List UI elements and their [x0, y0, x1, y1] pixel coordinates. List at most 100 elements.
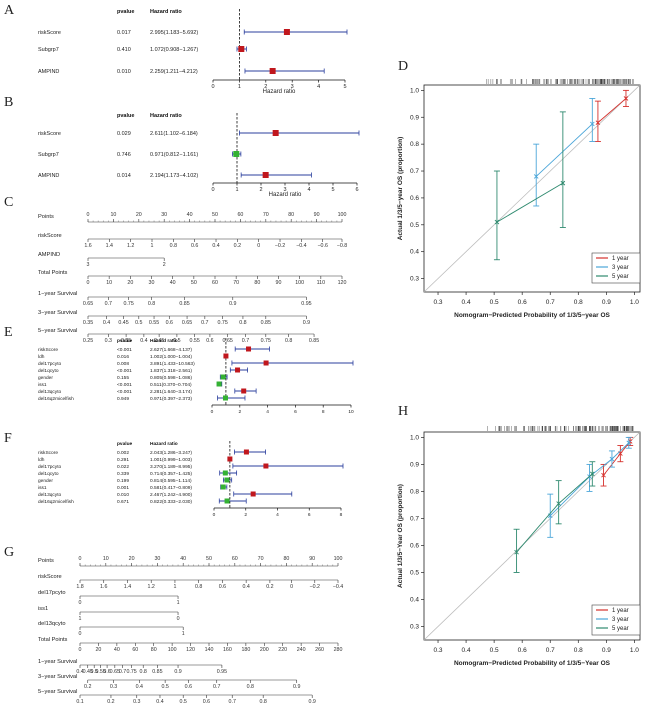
nomogram-tick-label: 0.85: [309, 338, 319, 344]
nomogram-tick-label: 0.25: [83, 338, 93, 344]
row-pvalue: 0.155: [117, 375, 129, 381]
nomogram-tick-label: 30: [149, 280, 155, 286]
x-tick-label: 10: [348, 409, 354, 415]
nomogram-tick-label: 0.4: [76, 669, 83, 675]
nomogram-tick-label: 0.5: [180, 699, 187, 703]
x-tick-label: 0.8: [574, 647, 583, 654]
nomogram-tick-label: −0.2: [310, 584, 321, 590]
nomogram-tick-label: 0.8: [247, 684, 254, 690]
nomogram-row-label: 3−year Survival: [38, 674, 77, 680]
hr-marker: [220, 374, 226, 380]
legend-label: 1 year: [612, 256, 629, 262]
x-tick-label: 6: [294, 409, 297, 415]
hr-marker: [222, 395, 228, 401]
nomogram-tick-label: 0.4: [103, 320, 110, 326]
forest-plot-f: pvalue Hazard ratio riskScore 0.002 2.043(1.…: [38, 441, 344, 518]
nomogram-tick-label: 0.7: [242, 338, 249, 344]
nomogram-tick-label: 140: [205, 647, 214, 653]
nomogram-tick-label: 0.1: [76, 699, 83, 703]
y-tick-label: 0.3: [410, 623, 419, 630]
nomogram-tick-label: 80: [254, 280, 260, 286]
nomogram-tick-label: 0.65: [182, 320, 192, 326]
nomogram-tick-label: 0.7: [201, 320, 208, 326]
hr-marker: [227, 456, 233, 462]
x-tick-label: 3: [291, 84, 294, 90]
nomogram-tick-label: 0: [79, 600, 82, 606]
nomogram-tick-label: 240: [297, 647, 306, 653]
row-label: del16q2micelfish: [38, 396, 74, 402]
nomogram-tick-label: 1: [151, 243, 154, 249]
point-marker: [556, 501, 561, 506]
nomogram-tick-label: 2: [163, 262, 166, 268]
row-hr-text: 1.002(1.000−1.004): [150, 354, 192, 360]
x-tick-label: 5: [343, 84, 346, 90]
row-label: gender: [38, 478, 53, 484]
nomogram-tick-label: 0.4: [156, 699, 163, 703]
row-pvalue: 0.010: [117, 69, 131, 75]
nomogram-tick-label: 0.95: [217, 669, 227, 675]
hr-marker: [216, 381, 222, 387]
row-label: del17pcyto: [38, 464, 62, 470]
nomogram-tick-label: 30: [154, 556, 160, 562]
nomogram-tick-label: 1.6: [84, 243, 91, 249]
nomogram-tick-label: 0.35: [83, 320, 93, 326]
row-label: del16q2micelfish: [38, 499, 74, 505]
row-pvalue: 0.001: [117, 485, 129, 491]
nomogram-tick-label: 0.45: [118, 320, 128, 326]
row-label: iss1: [38, 382, 47, 388]
nomogram-tick-label: 1.8: [76, 584, 83, 590]
nomogram-tick-label: −0.4: [296, 243, 307, 249]
nomogram-tick-label: 60: [232, 556, 238, 562]
legend-label: 5 year: [612, 626, 629, 632]
nomogram-tick-label: 0: [79, 631, 82, 637]
nomogram-tick-label: 0.2: [84, 684, 91, 690]
nomogram-tick-label: 0.9: [303, 320, 310, 326]
nomogram-tick-label: 0.85: [152, 669, 162, 675]
nomogram-tick-label: −0.4: [333, 584, 344, 590]
series-line: [597, 98, 627, 123]
row-label: del1qcyto: [38, 368, 59, 374]
legend-label: 3 year: [612, 265, 629, 271]
row-label: riskScore: [38, 450, 58, 456]
x-tick-label: 8: [340, 512, 343, 518]
point-marker: [595, 120, 601, 125]
row-label: ldh: [38, 457, 45, 463]
row-hr-text: 2.259(1.211−4.212): [150, 69, 198, 75]
hazard-ratio-header: Hazard ratio: [150, 9, 182, 15]
nomogram-tick-label: 200: [260, 647, 269, 653]
x-tick-label: 1: [238, 84, 241, 90]
panel-label-d: D: [398, 59, 408, 74]
x-tick-label: 0.8: [574, 299, 583, 306]
nomogram-tick-label: 260: [315, 647, 324, 653]
hr-marker: [224, 498, 230, 504]
row-pvalue: <0.001: [117, 368, 132, 374]
hr-marker: [241, 388, 247, 394]
row-label: riskScore: [38, 347, 58, 353]
nomogram-tick-label: 0.6: [191, 243, 198, 249]
nomogram-row-label: 5−year Survival: [38, 328, 77, 334]
nomogram-tick-label: 0.55: [149, 320, 159, 326]
x-tick-label: 6: [355, 187, 358, 193]
row-pvalue: 0.022: [117, 464, 129, 470]
nomogram-tick-label: 20: [127, 280, 133, 286]
panel-label-e: E: [4, 325, 13, 340]
nomogram-row-label: iss1: [38, 606, 48, 612]
nomogram-tick-label: 10: [106, 280, 112, 286]
nomogram-tick-label: 20: [129, 556, 135, 562]
row-hr-text: 3.891(1.433−10.563): [150, 361, 195, 367]
nomogram-tick-label: 0.85: [261, 320, 271, 326]
y-tick-label: 0.9: [410, 461, 419, 468]
nomogram-row-label: AMPIND: [38, 252, 60, 258]
x-tick-label: 0.7: [546, 647, 555, 654]
nomogram-tick-label: 70: [258, 556, 264, 562]
nomogram-tick-label: 0.75: [123, 301, 133, 307]
nomogram-tick-label: 0.55: [95, 669, 105, 675]
row-pvalue: 0.339: [117, 471, 129, 477]
nomogram-tick-label: 120: [186, 647, 195, 653]
row-hr-text: 0.971(0.812−1.161): [150, 152, 198, 158]
nomogram-tick-label: 1: [182, 631, 185, 637]
nomogram-row-label: 1−year Survival: [38, 291, 77, 297]
x-tick-label: 1.0: [630, 647, 639, 654]
hr-marker: [222, 470, 228, 476]
series-line: [535, 123, 593, 177]
